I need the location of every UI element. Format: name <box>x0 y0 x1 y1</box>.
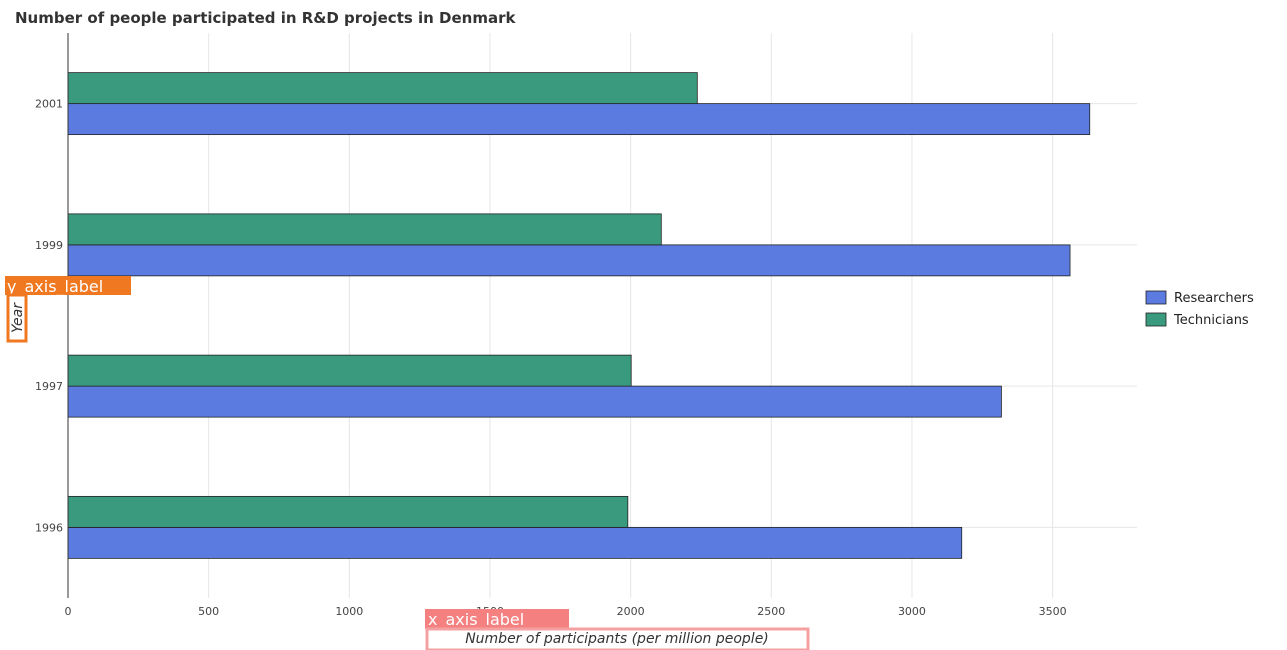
y-axis-placeholder: y_axis_label <box>7 277 103 297</box>
x-axis-placeholder-box <box>425 609 569 629</box>
x-axis-title: Number of participants (per million peop… <box>465 631 769 647</box>
ticks: 0500100015002000250030003500199619971999… <box>35 98 1067 618</box>
bar-researchers-1997 <box>67 385 1002 418</box>
legend-label-technicians: Technicians <box>1173 313 1249 328</box>
y-axis-placeholder-box <box>5 276 131 295</box>
x-tick-label: 2000 <box>617 605 645 618</box>
x-tick-label: 0 <box>65 605 72 618</box>
y-tick-label: 2001 <box>35 98 63 111</box>
bar-technicians-1999 <box>67 213 662 246</box>
legend: Researchers Technicians <box>1145 290 1254 328</box>
x-axis-placeholder: x_axis_label <box>428 610 524 630</box>
bar-researchers-1996 <box>67 526 963 559</box>
x-axis-title-box <box>425 627 810 650</box>
x-tick-label: 3500 <box>1039 605 1067 618</box>
x-tick-label: 3000 <box>898 605 926 618</box>
bar-researchers-2001 <box>67 103 1091 136</box>
x-tick-label: 500 <box>198 605 219 618</box>
x-tick-label: 2500 <box>757 605 785 618</box>
legend-swatch-researchers <box>1145 290 1167 305</box>
legend-swatch-technicians <box>1145 312 1167 327</box>
bar-researchers-1999 <box>67 244 1071 277</box>
y-tick-label: 1997 <box>35 380 63 393</box>
y-axis-title-group: y_axis_label Year <box>5 276 131 343</box>
bars <box>67 72 1091 559</box>
bar-technicians-1997 <box>67 354 632 387</box>
y-tick-label: 1999 <box>35 239 63 252</box>
legend-label-researchers: Researchers <box>1174 291 1254 306</box>
x-tick-label: 1000 <box>335 605 363 618</box>
bar-technicians-2001 <box>67 72 698 105</box>
bar-technicians-1996 <box>67 495 629 528</box>
x-axis-title-group: x_axis_label Number of participants (per… <box>425 609 810 650</box>
chart-title: Number of people participated in R&D pro… <box>15 9 517 27</box>
y-tick-label: 1996 <box>35 521 63 534</box>
y-axis-title-box <box>6 293 28 343</box>
y-axis-title: Year <box>10 302 26 333</box>
